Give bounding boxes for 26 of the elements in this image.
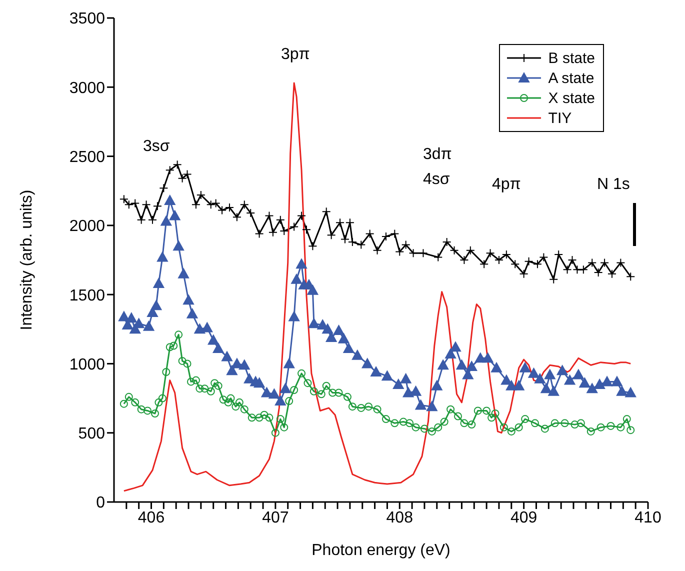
- y-tick-label: 0: [96, 494, 106, 512]
- y-tick-label: 1000: [69, 356, 106, 374]
- annotation: 3dπ: [423, 146, 452, 164]
- legend-label: X state: [548, 90, 595, 106]
- legend-label: B state: [548, 50, 595, 66]
- x-tick-label: 407: [262, 509, 289, 526]
- y-axis-title: Intensity (arb. units): [18, 190, 36, 330]
- line-series: [123, 82, 632, 492]
- y-tick-label: 2500: [69, 148, 106, 166]
- x-axis-title: Photon energy (eV): [312, 542, 450, 559]
- annotation: 4sσ: [423, 171, 450, 189]
- x-tick-label: 406: [138, 509, 165, 526]
- x-tick-label: 408: [386, 509, 414, 526]
- annotation: 3pπ: [281, 46, 310, 64]
- y-tick-label: 3500: [69, 10, 106, 28]
- x-tick-label: 409: [510, 509, 538, 526]
- y-tick-label: 3000: [69, 80, 106, 97]
- y-tick-label: 1500: [69, 287, 106, 304]
- y-tick-label: 500: [78, 426, 106, 443]
- annotation: 4pπ: [492, 176, 521, 194]
- annotation: 3sσ: [143, 138, 170, 156]
- annotation: N 1s: [597, 176, 630, 194]
- y-tick-label: 2000: [69, 218, 106, 236]
- legend-label: TIY: [548, 110, 572, 126]
- x-tick-label: 410: [634, 509, 662, 526]
- legend-label: A state: [548, 70, 594, 86]
